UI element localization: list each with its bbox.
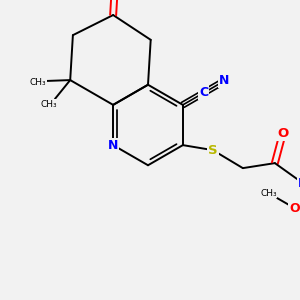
- Text: S: S: [208, 144, 218, 157]
- Text: O: O: [289, 202, 300, 214]
- Text: CH₃: CH₃: [30, 78, 46, 87]
- Text: C: C: [199, 86, 208, 99]
- Text: N: N: [219, 74, 230, 87]
- Text: CH₃: CH₃: [40, 100, 57, 109]
- Text: N: N: [108, 139, 118, 152]
- Text: N: N: [298, 177, 300, 190]
- Text: CH₃: CH₃: [260, 189, 277, 198]
- Text: O: O: [277, 127, 289, 140]
